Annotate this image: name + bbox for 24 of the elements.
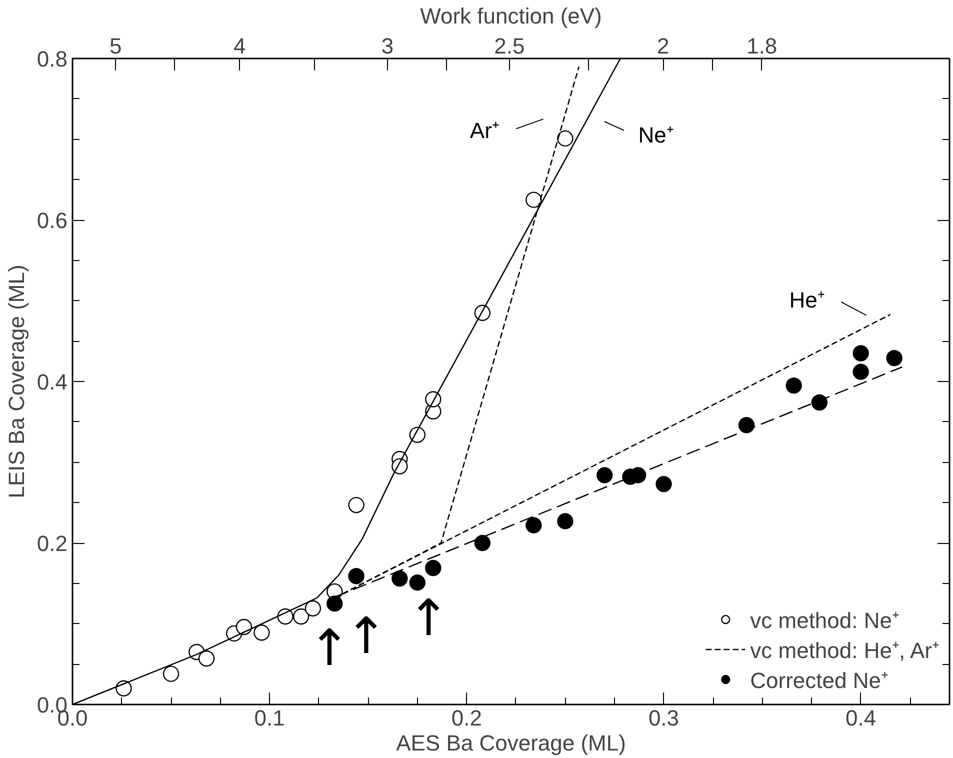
x-axis-title: AES Ba Coverage (ML) (396, 730, 626, 756)
y-tick-label: 0.8 (36, 46, 68, 72)
x-tick-label: 0.4 (846, 706, 876, 730)
y-axis-title: LEIS Ba Coverage (ML) (4, 264, 29, 498)
x-tick-label: 0.2 (451, 706, 482, 730)
annotation: Ne⁺ (638, 122, 674, 148)
legend-label: vc method: He⁺, Ar⁺ (750, 637, 939, 664)
legend-label: Corrected Ne⁺ (750, 667, 888, 694)
annotation: Ar⁺ (470, 118, 499, 143)
text: 3 (381, 34, 394, 58)
text: 4 (234, 34, 246, 58)
x-tick-label: 0.1 (254, 706, 285, 730)
y-tick-label: 0.6 (36, 208, 68, 233)
text: 2 (657, 34, 670, 58)
y-tick-label: 0.4 (36, 370, 68, 394)
y-tick-label: 0.2 (36, 531, 68, 556)
text: 2.5 (494, 34, 525, 58)
annotation: He⁺ (789, 287, 824, 312)
annotation: ↑ (408, 589, 450, 648)
text: 5 (110, 34, 122, 58)
text: 1.8 (746, 34, 778, 58)
legend-label: vc method: Ne⁺ (750, 607, 899, 634)
x-tick-label: 0.3 (648, 706, 680, 730)
x2-axis-title: Work function (eV) (420, 4, 602, 28)
